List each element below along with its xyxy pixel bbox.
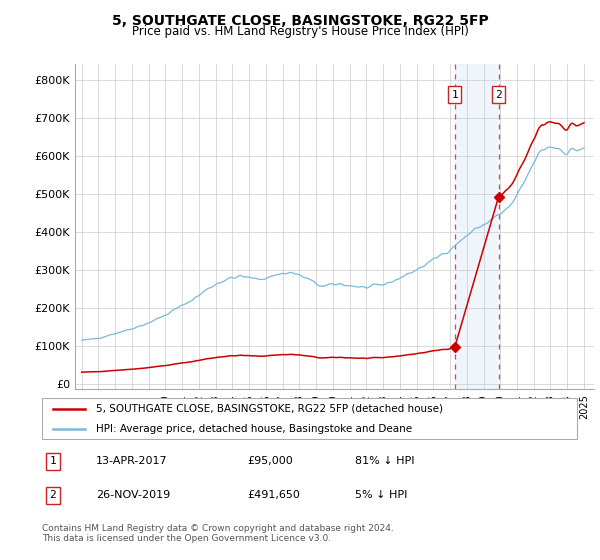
Text: 13-APR-2017: 13-APR-2017 — [96, 456, 167, 466]
Text: 5, SOUTHGATE CLOSE, BASINGSTOKE, RG22 5FP: 5, SOUTHGATE CLOSE, BASINGSTOKE, RG22 5F… — [112, 14, 488, 28]
Text: 81% ↓ HPI: 81% ↓ HPI — [355, 456, 415, 466]
Text: 2: 2 — [49, 491, 56, 501]
Text: 2: 2 — [495, 90, 502, 100]
Text: 1: 1 — [49, 456, 56, 466]
Text: 26-NOV-2019: 26-NOV-2019 — [96, 491, 170, 501]
Bar — [455, 64, 499, 389]
Text: £491,650: £491,650 — [247, 491, 300, 501]
FancyBboxPatch shape — [42, 399, 577, 439]
Text: HPI: Average price, detached house, Basingstoke and Deane: HPI: Average price, detached house, Basi… — [96, 424, 412, 433]
Text: 5% ↓ HPI: 5% ↓ HPI — [355, 491, 407, 501]
Text: 5, SOUTHGATE CLOSE, BASINGSTOKE, RG22 5FP (detached house): 5, SOUTHGATE CLOSE, BASINGSTOKE, RG22 5F… — [96, 404, 443, 413]
Text: Contains HM Land Registry data © Crown copyright and database right 2024.
This d: Contains HM Land Registry data © Crown c… — [42, 524, 394, 543]
Text: Price paid vs. HM Land Registry's House Price Index (HPI): Price paid vs. HM Land Registry's House … — [131, 25, 469, 38]
Text: 1: 1 — [451, 90, 458, 100]
Text: £95,000: £95,000 — [247, 456, 293, 466]
